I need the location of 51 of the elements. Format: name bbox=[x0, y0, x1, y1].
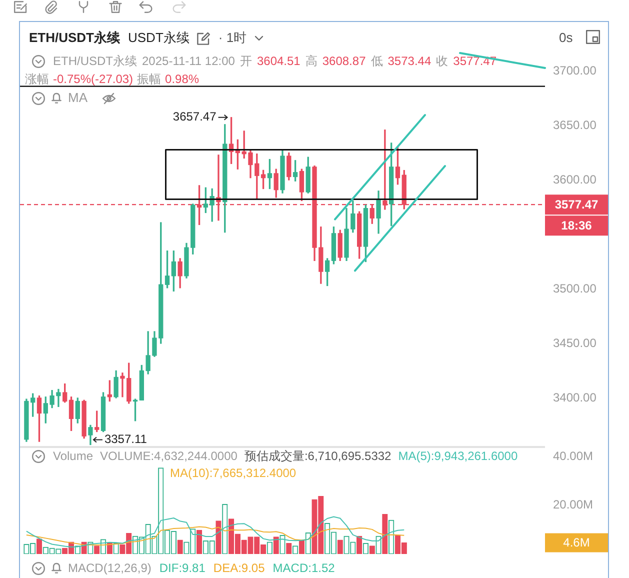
annotation: 涨幅 bbox=[25, 71, 49, 87]
annotation: 3608.87 bbox=[322, 53, 366, 69]
y-tick-label: 20.00M bbox=[553, 498, 594, 512]
bar bbox=[298, 540, 305, 554]
annotation: 预估成交量:6,710,695.5332 bbox=[244, 448, 392, 464]
text: 0s bbox=[559, 30, 573, 46]
text: DIF:9.81 bbox=[159, 560, 206, 576]
text: MA(10):7,665,312.4000 bbox=[170, 465, 296, 481]
ref-line-label: 3577.47 bbox=[554, 197, 599, 212]
text: DEA:9.05 bbox=[213, 560, 265, 576]
y-tick-label: 3450.00 bbox=[553, 336, 597, 350]
bar bbox=[177, 540, 183, 554]
y-tick-label: 3400.00 bbox=[553, 390, 597, 404]
bar bbox=[36, 538, 42, 554]
y-tick-label: 3700.00 bbox=[553, 63, 597, 78]
bar bbox=[216, 520, 222, 554]
annotation: 3357.11 bbox=[104, 432, 148, 446]
annotation: 高 bbox=[305, 53, 318, 69]
y-tick-label: 3650.00 bbox=[553, 118, 597, 132]
annotation: 0.98% bbox=[165, 71, 200, 87]
chart-title: Volume bbox=[53, 448, 94, 464]
annotation: 3604.51 bbox=[256, 53, 300, 69]
bar bbox=[337, 540, 343, 554]
y-tick-label: 3600.00 bbox=[553, 172, 597, 186]
bar bbox=[356, 536, 362, 554]
text: MACD(12,26,9) bbox=[68, 560, 152, 576]
annotation: 开 bbox=[240, 53, 252, 69]
annotation: -0.75%(-27.03) bbox=[53, 71, 134, 87]
annotation: 3573.44 bbox=[388, 53, 432, 69]
annotation: MA bbox=[68, 90, 88, 106]
annotation: 2025-11-11 12:00 bbox=[142, 53, 235, 69]
annotation: 收 bbox=[436, 53, 448, 69]
bar bbox=[286, 542, 292, 554]
bar bbox=[196, 530, 202, 554]
text: MACD:1.52 bbox=[272, 560, 335, 576]
text: 4.6M bbox=[563, 536, 590, 550]
annotation: ETH/USDT永续 bbox=[53, 53, 137, 69]
annotation: 振幅 bbox=[137, 71, 162, 87]
text: USDT永续 bbox=[128, 30, 190, 46]
bar bbox=[382, 514, 388, 554]
y-tick-label: 40.00M bbox=[553, 449, 594, 464]
text: MA(5):9,943,261.6000 bbox=[398, 448, 518, 464]
bar bbox=[273, 536, 279, 554]
annotation: 3657.47 bbox=[172, 110, 217, 124]
annotation: · 1时 bbox=[218, 30, 247, 46]
annotation: VOLUME:4,632,244.0000 bbox=[100, 448, 238, 464]
text: 18:36 bbox=[561, 218, 592, 232]
annotation: 低 bbox=[370, 53, 383, 69]
text: ETH/USDT永续 bbox=[29, 30, 120, 46]
y-tick-label: 3500.00 bbox=[553, 281, 597, 296]
annotation: 3577.47 bbox=[453, 53, 497, 69]
